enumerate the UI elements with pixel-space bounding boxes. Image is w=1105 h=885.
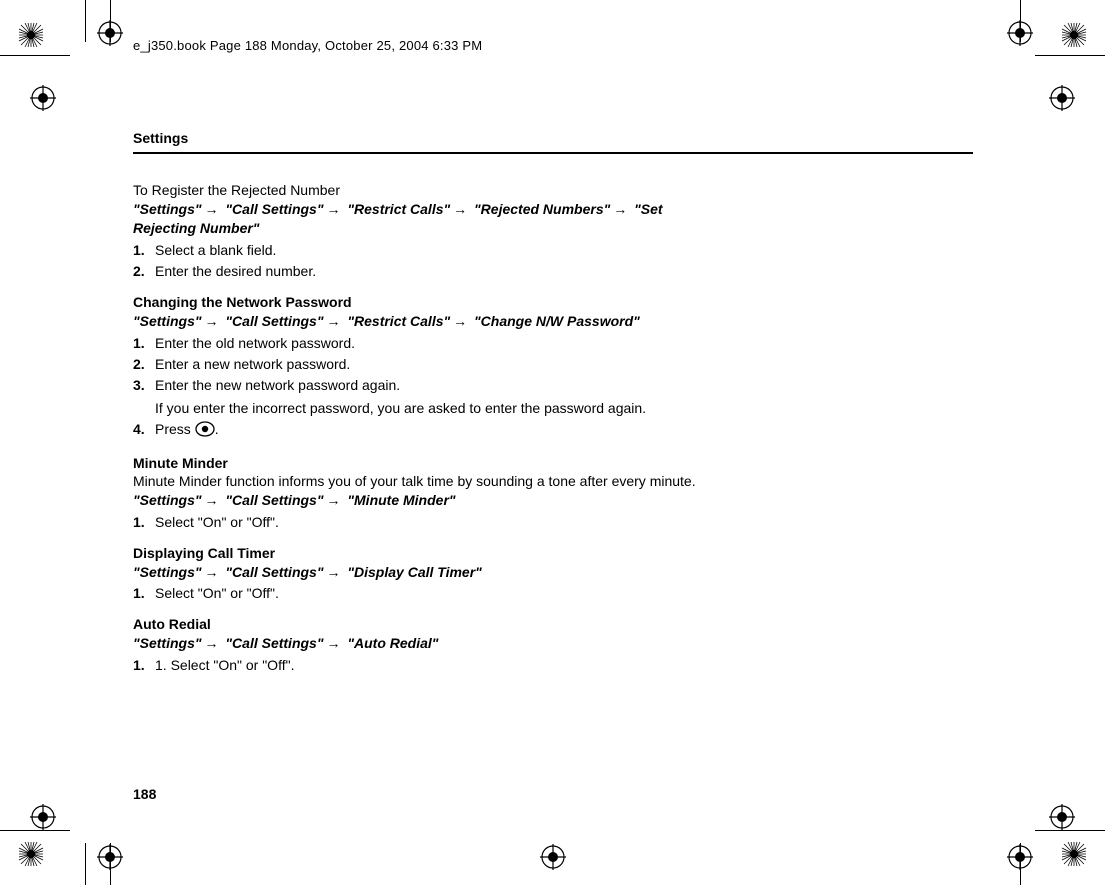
nav-step: "Settings" [133,564,202,580]
running-head: Settings [133,130,973,146]
nav-path: "Settings"→ "Call Settings"→ "Auto Redia… [133,634,973,653]
color-registration-icon [1061,22,1087,48]
color-registration-icon [18,22,44,48]
ok-button-icon [195,421,215,443]
nav-step: "Settings" [133,201,202,217]
step-note: If you enter the incorrect password, you… [155,398,973,419]
step-number: 2. [133,354,155,375]
nav-step: "Settings" [133,635,202,651]
step-text: Select "On" or "Off". [155,512,973,533]
nav-step: "Change N/W Password" [474,313,640,329]
step-item: 1.Select "On" or "Off". [133,512,973,533]
crop-mark [0,55,70,56]
step-number: 1. [133,655,155,676]
steps-list: 1.Select "On" or "Off". [133,512,973,533]
page-content: Settings To Register the Rejected Number… [133,130,973,688]
crop-mark [85,0,86,42]
nav-step: "Call Settings" [225,564,323,580]
section-heading: Displaying Call Timer [133,545,973,561]
step-text: Select a blank field. [155,240,973,261]
step-number: 1. [133,333,155,354]
nav-path: "Settings"→ "Call Settings"→ "Minute Min… [133,491,973,510]
section-heading: Changing the Network Password [133,294,973,310]
step-item: 4.Press . [133,419,973,443]
step-text: Enter the old network password. [155,333,973,354]
nav-step: "Rejected Numbers" [474,201,610,217]
nav-path: "Settings"→ "Call Settings"→ "Restrict C… [133,312,973,331]
registration-target-icon [30,804,56,830]
steps-list: 1.Select "On" or "Off". [133,583,973,604]
step-text: Enter a new network password. [155,354,973,375]
crop-mark [85,843,86,885]
nav-step: "Settings" [133,313,202,329]
registration-target-icon [1049,804,1075,830]
section-description: Minute Minder function informs you of yo… [133,473,973,489]
step-text: Press . [155,419,973,443]
step-item: 3.Enter the new network password again.I… [133,375,973,419]
nav-step: "Minute Minder" [347,492,455,508]
step-number: 2. [133,261,155,282]
nav-step: "Restrict Calls" [347,201,450,217]
step-number: 1. [133,512,155,533]
step-item: 1.Select "On" or "Off". [133,583,973,604]
nav-step: "Restrict Calls" [347,313,450,329]
page-number: 188 [133,786,156,802]
step-text: Enter the new network password again.If … [155,375,973,419]
crop-mark [1035,55,1105,56]
step-text: 1. Select "On" or "Off". [155,655,973,676]
registration-target-icon [30,85,56,111]
registration-target-icon [1049,85,1075,111]
section-heading: Minute Minder [133,455,973,471]
steps-list: 1.1. Select "On" or "Off". [133,655,973,676]
step-item: 1.Select a blank field. [133,240,973,261]
nav-step: "Settings" [133,492,202,508]
nav-step: "Call Settings" [225,201,323,217]
nav-step: "Display Call Timer" [347,564,481,580]
nav-path: "Settings"→ "Call Settings"→ "Display Ca… [133,563,973,582]
step-item: 1.1. Select "On" or "Off". [133,655,973,676]
section-rule [133,152,973,154]
step-number: 4. [133,419,155,440]
steps-list: 1.Enter the old network password. 2.Ente… [133,333,973,443]
step-text: Select "On" or "Off". [155,583,973,604]
steps-list: 1.Select a blank field. 2.Enter the desi… [133,240,973,282]
crop-mark [1035,830,1105,831]
nav-step: "Call Settings" [225,635,323,651]
subsection-title: To Register the Rejected Number [133,182,973,198]
step-number: 3. [133,375,155,396]
step-number: 1. [133,583,155,604]
section-heading: Auto Redial [133,616,973,632]
nav-step: "Call Settings" [225,492,323,508]
registration-target-icon [1007,20,1033,46]
registration-target-icon [97,844,123,870]
color-registration-icon [1061,841,1087,867]
step-item: 2.Enter the desired number. [133,261,973,282]
step-text: Enter the desired number. [155,261,973,282]
registration-target-icon [1007,844,1033,870]
crop-mark [0,830,70,831]
framemaker-header: e_j350.book Page 188 Monday, October 25,… [133,38,482,53]
step-item: 2.Enter a new network password. [133,354,973,375]
registration-target-icon [97,20,123,46]
nav-step: "Call Settings" [225,313,323,329]
step-item: 1.Enter the old network password. [133,333,973,354]
nav-path: "Settings"→ "Call Settings"→ "Restrict C… [133,200,693,238]
registration-target-icon [540,844,566,870]
step-number: 1. [133,240,155,261]
nav-step: "Auto Redial" [347,635,438,651]
color-registration-icon [18,841,44,867]
